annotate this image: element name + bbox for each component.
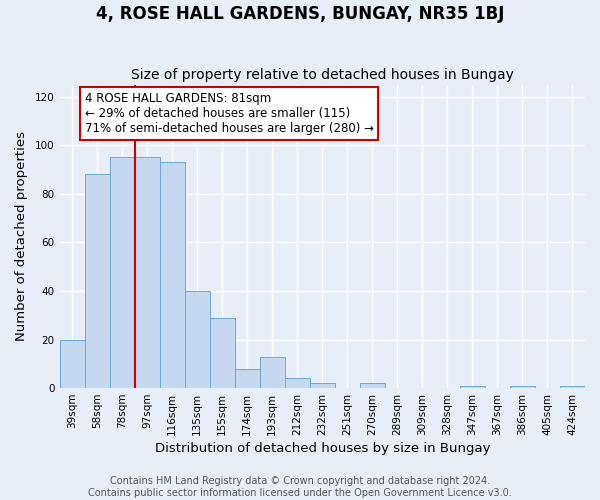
- Bar: [85, 174, 110, 388]
- Bar: [235, 368, 260, 388]
- Y-axis label: Number of detached properties: Number of detached properties: [15, 132, 28, 342]
- Bar: [510, 386, 535, 388]
- X-axis label: Distribution of detached houses by size in Bungay: Distribution of detached houses by size …: [155, 442, 490, 455]
- Bar: [134, 158, 160, 388]
- Text: 4, ROSE HALL GARDENS, BUNGAY, NR35 1BJ: 4, ROSE HALL GARDENS, BUNGAY, NR35 1BJ: [96, 5, 504, 23]
- Bar: [560, 386, 585, 388]
- Bar: [185, 291, 209, 388]
- Bar: [160, 162, 185, 388]
- Bar: [360, 383, 385, 388]
- Bar: [460, 386, 485, 388]
- Text: Contains HM Land Registry data © Crown copyright and database right 2024.
Contai: Contains HM Land Registry data © Crown c…: [88, 476, 512, 498]
- Bar: [285, 378, 310, 388]
- Bar: [209, 318, 235, 388]
- Bar: [260, 356, 285, 388]
- Text: 4 ROSE HALL GARDENS: 81sqm
← 29% of detached houses are smaller (115)
71% of sem: 4 ROSE HALL GARDENS: 81sqm ← 29% of deta…: [85, 92, 374, 135]
- Bar: [110, 158, 134, 388]
- Title: Size of property relative to detached houses in Bungay: Size of property relative to detached ho…: [131, 68, 514, 82]
- Bar: [310, 383, 335, 388]
- Bar: [59, 340, 85, 388]
